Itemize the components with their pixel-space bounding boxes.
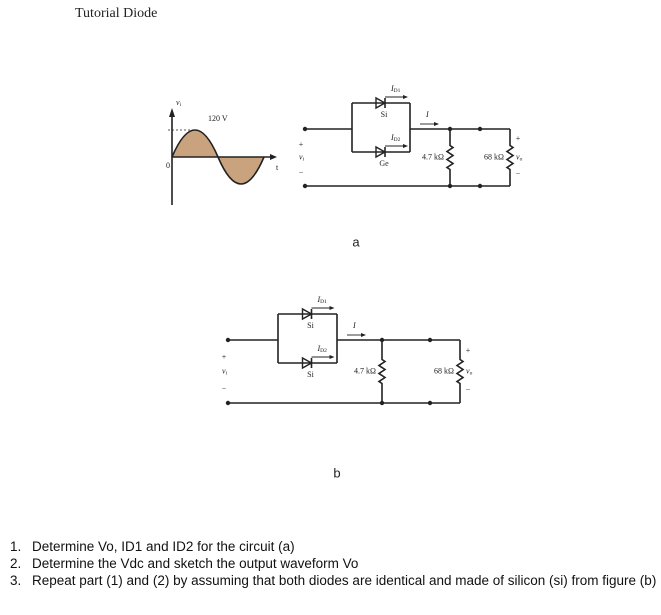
time-label: t (276, 163, 279, 172)
resistor (445, 129, 455, 186)
origin-label: 0 (166, 161, 170, 170)
number: 3. (10, 573, 22, 588)
caption: a (352, 234, 360, 249)
resistor (505, 129, 515, 186)
sub: D2 (394, 137, 401, 143)
plus: + (466, 346, 471, 355)
sub: o (520, 157, 523, 163)
node (225, 400, 231, 406)
plus: + (516, 134, 521, 143)
diode (375, 96, 387, 110)
material: Ge (379, 159, 389, 168)
output-label: vo (516, 152, 523, 162)
resistor-label: 68 kΩ (434, 366, 454, 375)
text: Repeat part (1) and (2) by assuming that… (32, 573, 657, 588)
minus: − (516, 169, 521, 178)
arrow (434, 122, 439, 126)
sub: D1 (394, 88, 401, 94)
resistor-label: 68 kΩ (484, 152, 504, 161)
node (477, 183, 483, 189)
question: 3. Repeat part (1) and (2) by assuming th… (10, 572, 660, 589)
material: Si (381, 110, 388, 119)
sub: i (226, 371, 228, 377)
arrow (403, 95, 408, 99)
resistor-label: 4.7 kΩ (354, 366, 376, 375)
text: Determine Vo, ID1 and ID2 for the circui… (32, 539, 295, 554)
title: Tutorial Diode (75, 6, 158, 21)
sub: i (180, 102, 182, 108)
caption: b (333, 465, 340, 480)
sub: i (303, 157, 305, 163)
text: Determine the Vdc and sketch the output … (32, 556, 359, 571)
diode (375, 145, 387, 159)
current-label: ID2 (317, 344, 328, 354)
current-label: ID1 (390, 84, 401, 94)
arrow (329, 306, 335, 310)
current-label: I (425, 110, 429, 119)
main: v (466, 366, 470, 375)
main: I (390, 133, 394, 142)
minus: − (466, 385, 471, 394)
node (225, 337, 231, 343)
main: v (516, 152, 520, 161)
axis-label: vi (176, 98, 182, 108)
current-label: ID1 (317, 295, 328, 305)
main: I (317, 295, 321, 304)
arrow (361, 333, 366, 337)
main: I (390, 84, 394, 93)
resistor (455, 340, 465, 403)
questions: 1. Determine Vo, ID1 and ID2 for the circ… (10, 538, 660, 589)
arrow (329, 355, 335, 359)
main: v (222, 366, 226, 375)
peak-label: 120 V (208, 114, 228, 123)
input-label: vi (299, 152, 305, 162)
material: Si (307, 321, 314, 330)
current-label: ID2 (390, 133, 401, 143)
node (302, 183, 308, 189)
current-label: I (352, 321, 356, 330)
main: I (317, 344, 321, 353)
material: Si (307, 370, 314, 379)
diode (301, 307, 313, 321)
sub: D2 (320, 348, 327, 354)
node (302, 126, 308, 132)
input-label: vi (222, 366, 228, 376)
output-label: vo (466, 366, 473, 376)
resistor-label: 4.7 kΩ (422, 152, 444, 161)
arrow (169, 108, 175, 117)
arrow (270, 154, 277, 160)
node (477, 126, 483, 132)
question: 2. Determine the Vdc and sketch the outpu… (10, 555, 660, 572)
arrow (403, 144, 408, 148)
main: v (299, 152, 303, 161)
question: 1. Determine Vo, ID1 and ID2 for the circ… (10, 538, 660, 555)
number: 1. (10, 539, 22, 554)
sub: o (470, 371, 473, 377)
minus: − (299, 168, 304, 177)
node (427, 400, 433, 406)
resistor (377, 340, 387, 403)
sub: D1 (320, 299, 327, 305)
node (427, 337, 433, 343)
number: 2. (10, 556, 22, 571)
minus: − (222, 384, 227, 393)
plus: + (299, 140, 304, 149)
main: v (176, 98, 180, 107)
plus: + (222, 352, 227, 361)
diode (301, 356, 313, 370)
